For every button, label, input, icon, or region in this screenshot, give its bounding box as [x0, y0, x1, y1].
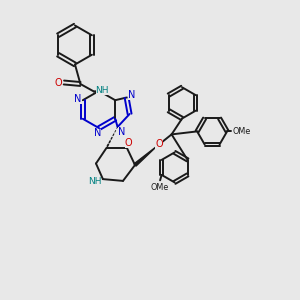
- Polygon shape: [134, 146, 157, 166]
- Text: N: N: [118, 127, 125, 137]
- Text: N: N: [74, 94, 82, 104]
- Text: OMe: OMe: [232, 127, 250, 136]
- Text: N: N: [128, 89, 135, 100]
- Text: NH: NH: [96, 86, 109, 95]
- Text: NH: NH: [88, 177, 101, 186]
- Text: O: O: [155, 139, 163, 149]
- Text: OMe: OMe: [151, 183, 169, 192]
- Text: O: O: [124, 138, 132, 148]
- Text: N: N: [94, 128, 101, 139]
- Text: O: O: [55, 77, 62, 88]
